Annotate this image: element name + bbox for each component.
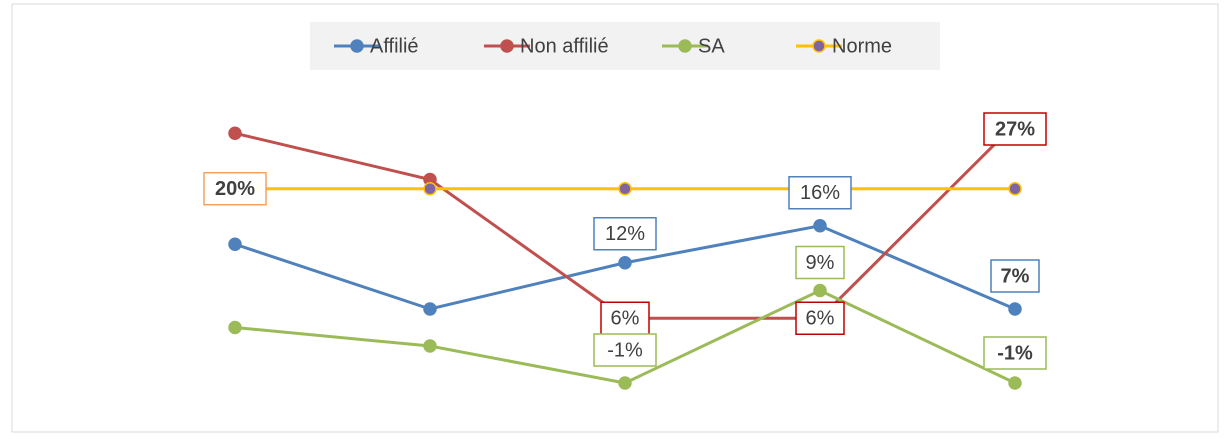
marker <box>423 339 437 353</box>
marker <box>813 219 827 233</box>
data-label: 27% <box>995 118 1035 140</box>
marker <box>423 302 437 316</box>
legend-label: Non affilié <box>520 35 609 57</box>
marker <box>1008 182 1022 196</box>
marker <box>813 283 827 298</box>
label-box <box>795 245 845 280</box>
marker <box>618 376 632 390</box>
data-label: 7% <box>1001 265 1030 287</box>
label-box <box>593 333 657 367</box>
label-box <box>788 176 852 210</box>
marker <box>1008 302 1022 316</box>
legend-marker <box>350 39 364 53</box>
data-label: -1% <box>607 339 643 361</box>
legend-label: Norme <box>832 35 892 57</box>
legend-marker <box>812 39 826 53</box>
label-box <box>983 336 1047 370</box>
marker <box>423 182 437 196</box>
marker <box>228 237 242 251</box>
marker <box>228 126 242 140</box>
data-label: 12% <box>605 223 645 245</box>
label-box <box>593 217 657 251</box>
data-label: 16% <box>800 182 840 204</box>
data-label: 6% <box>806 308 835 330</box>
marker <box>1008 376 1022 390</box>
data-label: -1% <box>997 342 1033 364</box>
label-box <box>983 112 1047 146</box>
legend-marker <box>500 39 514 53</box>
legend-label: SA <box>698 35 725 57</box>
data-label: 6% <box>611 308 640 330</box>
label-box <box>990 259 1040 293</box>
label-box <box>795 301 845 335</box>
legend-label: Affilié <box>370 35 419 57</box>
label-box <box>203 172 267 206</box>
marker <box>618 256 632 270</box>
data-label: 9% <box>806 252 835 274</box>
legend-marker <box>678 39 692 53</box>
data-label: 20% <box>215 178 255 200</box>
marker <box>618 182 632 196</box>
marker <box>228 320 242 335</box>
